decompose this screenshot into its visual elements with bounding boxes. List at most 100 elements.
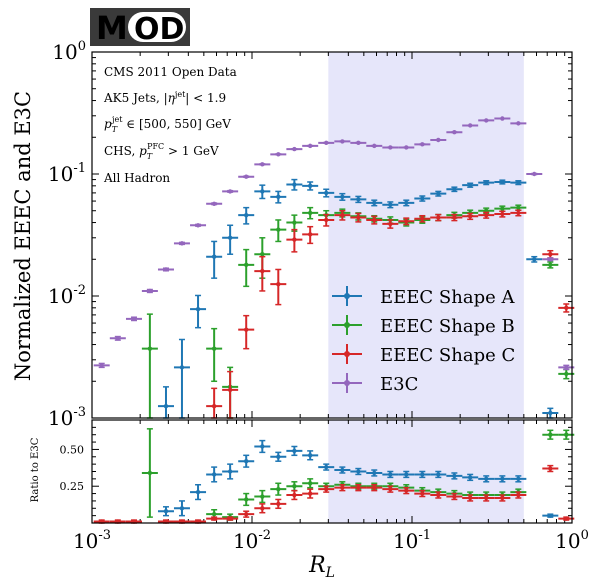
legend-item: EEEC Shape C xyxy=(332,344,515,366)
data-marker xyxy=(99,363,104,368)
data-marker xyxy=(227,235,233,240)
top-data-point xyxy=(462,182,479,188)
data-marker xyxy=(292,182,297,187)
top-data-point xyxy=(302,206,319,220)
data-marker xyxy=(500,211,505,217)
ratio-data-point xyxy=(398,486,415,495)
data-marker xyxy=(307,183,313,189)
data-marker xyxy=(452,215,457,220)
data-marker xyxy=(179,506,185,511)
ratio-data-point xyxy=(286,445,303,457)
data-marker xyxy=(467,475,473,480)
ratio-data-point xyxy=(222,516,239,521)
data-points xyxy=(93,116,575,524)
data-marker xyxy=(211,254,217,259)
y-tick-label-top: 10-3 xyxy=(48,405,86,430)
top-data-point xyxy=(462,212,479,221)
data-marker xyxy=(420,196,425,201)
data-marker xyxy=(420,472,425,477)
ratio-data-point xyxy=(462,494,479,502)
data-marker xyxy=(356,140,361,146)
data-marker xyxy=(163,509,169,514)
data-marker xyxy=(244,459,249,464)
data-marker xyxy=(179,241,185,246)
data-marker xyxy=(404,488,409,493)
ratio-data-point xyxy=(414,489,431,498)
data-marker xyxy=(420,491,425,496)
shaded-region-top xyxy=(328,52,524,418)
data-marker xyxy=(292,220,297,225)
data-marker xyxy=(244,497,249,502)
annotation-dataset: CMS 2011 Open Data xyxy=(104,65,237,79)
top-data-point xyxy=(542,249,559,259)
data-marker xyxy=(467,214,473,219)
data-marker xyxy=(500,495,505,501)
data-marker xyxy=(548,410,553,416)
data-marker xyxy=(452,494,457,499)
top-data-point xyxy=(141,313,158,419)
data-marker xyxy=(307,232,313,237)
top-data-point xyxy=(526,255,543,263)
logo-letter-m: M xyxy=(96,9,128,46)
data-marker xyxy=(147,288,153,294)
top-series-eeec-shape-c xyxy=(206,209,575,419)
ratio-data-point xyxy=(254,503,271,514)
ratio-data-point xyxy=(270,498,287,510)
top-data-point xyxy=(542,407,559,419)
ratio-data-point xyxy=(494,494,511,502)
ratio-series-eeec-shape-a xyxy=(157,439,559,518)
top-data-point xyxy=(254,255,271,292)
data-marker xyxy=(260,268,265,274)
data-marker xyxy=(404,219,409,224)
data-marker xyxy=(372,485,377,490)
data-marker xyxy=(292,146,297,152)
data-marker xyxy=(372,143,377,149)
top-data-point xyxy=(318,140,335,146)
data-marker xyxy=(292,492,297,498)
top-data-point xyxy=(141,288,158,294)
data-marker xyxy=(131,316,137,322)
top-data-point xyxy=(206,387,223,419)
data-marker xyxy=(227,516,233,521)
data-marker xyxy=(244,327,249,332)
data-marker xyxy=(388,472,393,477)
top-data-point xyxy=(446,213,463,222)
data-marker xyxy=(292,448,297,454)
top-data-point xyxy=(125,316,142,322)
top-data-point xyxy=(270,152,287,157)
annotation-pt-range: pTjet ∈ [500, 550] GeV xyxy=(104,115,231,134)
data-marker xyxy=(115,336,121,341)
top-data-point xyxy=(238,314,255,350)
data-marker xyxy=(244,212,249,218)
ratio-data-point xyxy=(334,483,351,492)
top-data-point xyxy=(190,223,207,228)
ratio-data-point xyxy=(206,516,223,521)
annotation-chs: CHS, pTPFC > 1 GeV xyxy=(104,142,219,161)
data-marker xyxy=(244,174,249,179)
ratio-data-point xyxy=(366,469,383,477)
data-marker xyxy=(307,143,313,149)
ratio-data-point xyxy=(446,492,463,501)
top-data-point xyxy=(414,214,431,223)
data-marker xyxy=(163,403,169,409)
ratio-data-point xyxy=(238,454,255,468)
data-marker xyxy=(260,444,265,449)
top-data-point xyxy=(414,195,431,202)
x-tick-label: 10-2 xyxy=(233,528,271,553)
data-marker xyxy=(500,116,505,121)
ratio-data-point xyxy=(270,482,287,496)
legend: EEEC Shape A EEEC Shape B EEEC Shape C E3C xyxy=(332,286,515,395)
data-marker xyxy=(292,484,297,489)
ratio-data-point xyxy=(478,475,495,483)
top-data-point xyxy=(478,211,495,219)
data-marker xyxy=(436,215,441,220)
data-marker xyxy=(404,200,409,206)
data-marker xyxy=(163,267,169,272)
top-data-point xyxy=(510,209,527,217)
data-marker xyxy=(227,387,233,393)
ratio-data-point xyxy=(222,463,239,480)
axes-frame xyxy=(91,51,573,524)
data-marker xyxy=(260,252,265,257)
data-marker xyxy=(500,476,505,482)
